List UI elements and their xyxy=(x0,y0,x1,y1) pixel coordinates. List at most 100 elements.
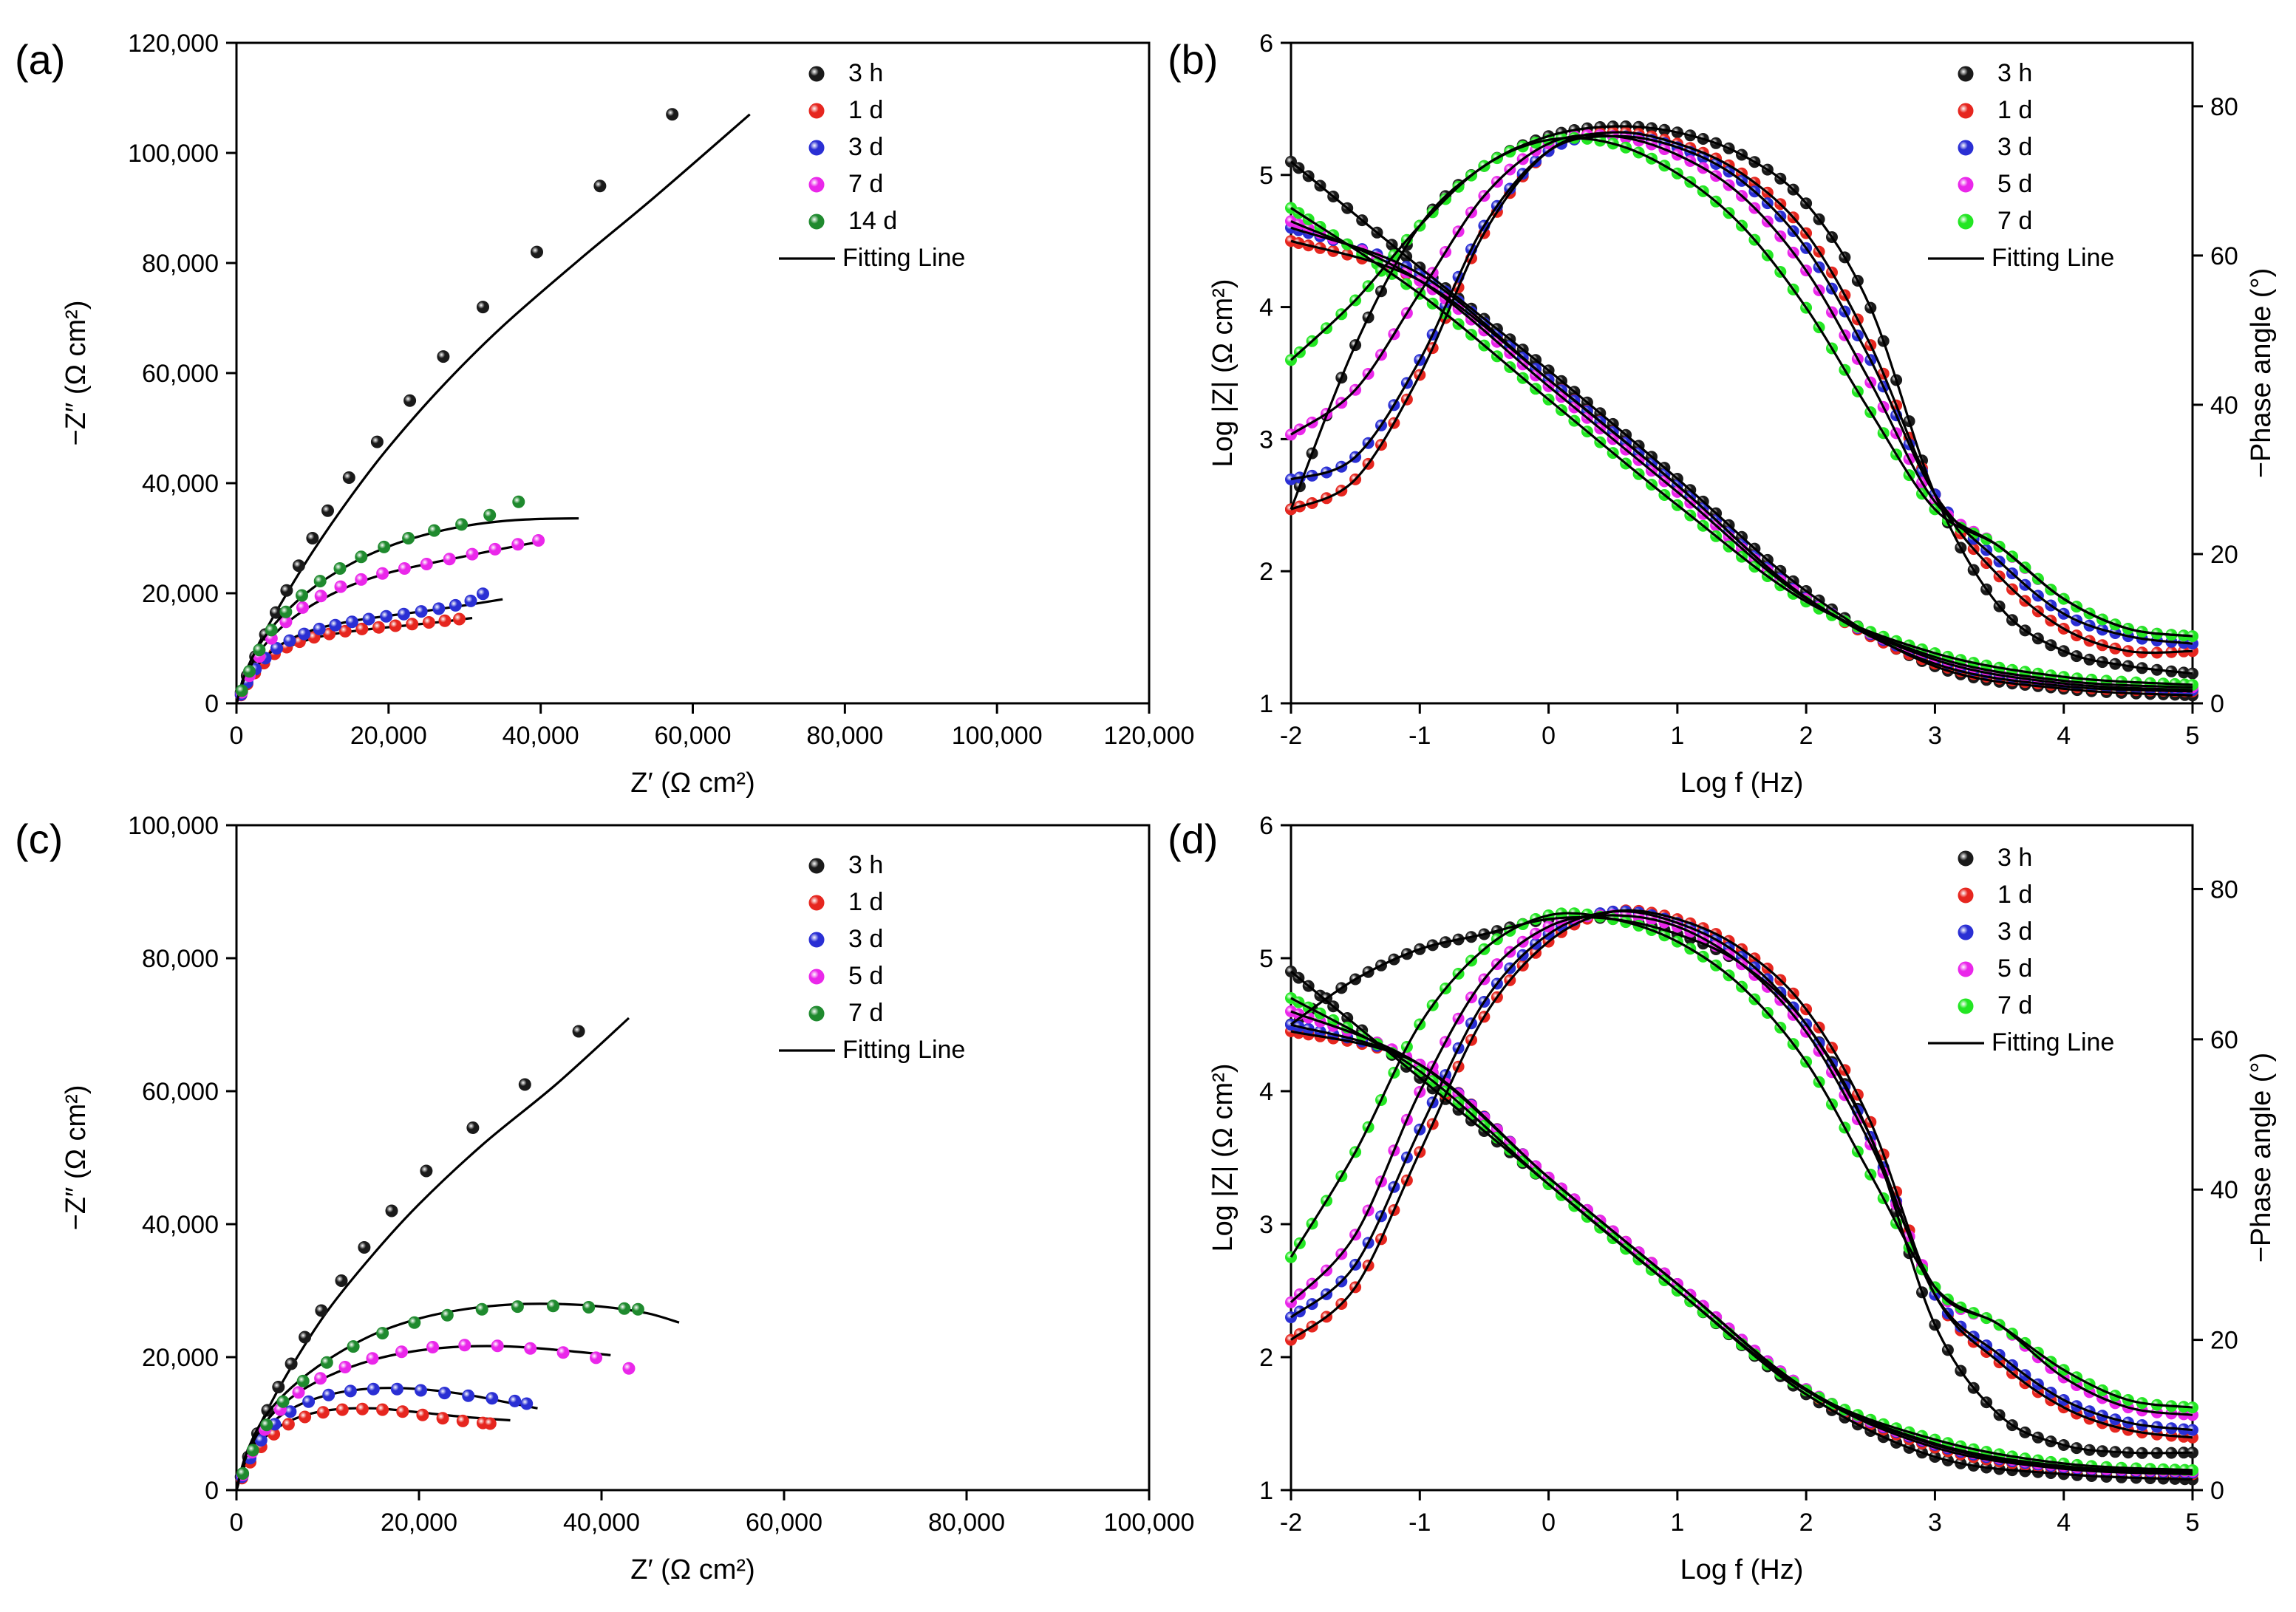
data-point xyxy=(276,1395,290,1408)
x-tick-label: 1 xyxy=(1670,722,1684,750)
legend-marker xyxy=(808,140,825,156)
x-axis-label: Z′ (Ω cm²) xyxy=(630,768,754,799)
data-point xyxy=(299,1410,312,1424)
data-point xyxy=(270,642,283,655)
data-point xyxy=(556,1346,570,1359)
x-tick-label: -1 xyxy=(1408,1509,1431,1537)
phase-fit-line xyxy=(1290,134,2193,645)
x-tick-label: 0 xyxy=(1542,722,1556,750)
y-tick-label: 60,000 xyxy=(142,1078,219,1106)
data-point xyxy=(296,589,308,602)
data-point xyxy=(483,1417,497,1430)
legend-label: 14 d xyxy=(848,207,897,235)
phase-fit-line xyxy=(1290,909,2193,1439)
y-tick-label: 2 xyxy=(1259,558,1273,586)
data-point xyxy=(342,471,355,484)
data-point xyxy=(462,1389,475,1402)
y-tick-label: 60,000 xyxy=(142,360,219,388)
y2-tick-label: 20 xyxy=(2210,1327,2238,1355)
plot-frame xyxy=(235,824,1151,1492)
data-point xyxy=(367,1382,380,1396)
y2-tick-label: 0 xyxy=(2210,1477,2224,1505)
x-tick-label: 1 xyxy=(1670,1509,1684,1537)
legend-marker xyxy=(808,214,825,230)
data-point xyxy=(355,1402,369,1415)
data-point xyxy=(511,538,525,551)
y-tick-label: 80,000 xyxy=(142,945,219,973)
data-point xyxy=(486,1392,499,1405)
data-point xyxy=(408,1316,421,1329)
data-point xyxy=(390,1382,403,1396)
legend-marker xyxy=(1958,214,1974,230)
data-point xyxy=(488,542,502,556)
y2-tick-label: 80 xyxy=(2210,93,2238,121)
data-point xyxy=(426,1341,439,1353)
y2-tick-label: 20 xyxy=(2210,541,2238,569)
data-point xyxy=(362,612,375,626)
data-point xyxy=(428,524,441,537)
data-point xyxy=(415,1384,427,1397)
data-point xyxy=(315,1304,328,1317)
y-axis-label: −Z″ (Ω cm²) xyxy=(61,301,92,446)
data-point xyxy=(420,1164,433,1178)
y-tick-label: 3 xyxy=(1259,426,1273,454)
phase-fit-line xyxy=(1290,131,2193,655)
data-point xyxy=(313,622,326,635)
legend-label: 1 d xyxy=(848,96,883,124)
data-point xyxy=(437,350,450,363)
y-tick-label: 0 xyxy=(205,1477,219,1505)
y-axis-label: Log |Z| (Ω cm²) xyxy=(1207,279,1239,467)
legend-label: 3 h xyxy=(848,851,883,879)
legend: 3 h 1 d 3 d 5 d 7 d Fitting Line xyxy=(1928,59,2114,272)
data-point xyxy=(385,1204,398,1217)
y-tick-label: 2 xyxy=(1259,1344,1273,1372)
phase-fit-line xyxy=(1290,909,2193,1432)
data-point xyxy=(422,616,435,629)
data-point xyxy=(296,601,309,614)
data-point xyxy=(455,518,469,531)
series-5-d xyxy=(1285,909,2198,1478)
y-tick-label: 0 xyxy=(205,690,219,718)
data-point xyxy=(453,612,466,626)
data-point xyxy=(631,1302,644,1316)
legend-marker xyxy=(808,969,825,985)
x-tick-label: -1 xyxy=(1408,722,1431,750)
x-tick-label: -2 xyxy=(1280,1509,1302,1537)
data-point xyxy=(280,584,293,597)
series-7-d xyxy=(1285,132,2198,691)
y-tick-label: 6 xyxy=(1259,812,1273,840)
legend-marker xyxy=(1958,140,1974,156)
y-tick-label: 5 xyxy=(1259,945,1273,973)
y-tick-label: 6 xyxy=(1259,30,1273,58)
x-tick-label: 2 xyxy=(1799,1509,1813,1537)
plot-frame xyxy=(1290,824,2194,1492)
data-point xyxy=(477,301,489,314)
legend-label: 7 d xyxy=(1997,991,2032,1020)
x-tick-label: 100,000 xyxy=(1104,1509,1195,1537)
y2-tick-label: 0 xyxy=(2210,690,2224,718)
legend-label: 1 d xyxy=(1997,96,2032,124)
data-point xyxy=(397,607,410,621)
phase-fit-line xyxy=(1290,137,2193,638)
data-point xyxy=(333,562,347,575)
panel-label: (d) xyxy=(1168,816,1218,862)
y-tick-label: 1 xyxy=(1259,690,1273,718)
data-point xyxy=(355,550,368,564)
data-point xyxy=(376,567,389,580)
data-point xyxy=(466,547,479,561)
data-point xyxy=(380,609,393,623)
legend-marker xyxy=(1958,177,1974,193)
data-point xyxy=(483,508,497,522)
data-point xyxy=(246,1444,259,1457)
legend-label: 3 d xyxy=(1997,133,2032,161)
data-point xyxy=(518,1078,531,1091)
y-tick-label: 120,000 xyxy=(128,30,219,58)
data-point xyxy=(285,1357,298,1370)
data-point xyxy=(593,180,607,193)
legend: 3 h 1 d 3 d 7 d 14 d Fitting Line xyxy=(779,59,965,272)
x-tick-label: 3 xyxy=(1928,1509,1942,1537)
legend: 3 h 1 d 3 d 5 d 7 d Fitting Line xyxy=(1928,844,2114,1056)
x-tick-label: 2 xyxy=(1799,722,1813,750)
y-tick-label: 100,000 xyxy=(128,812,219,840)
